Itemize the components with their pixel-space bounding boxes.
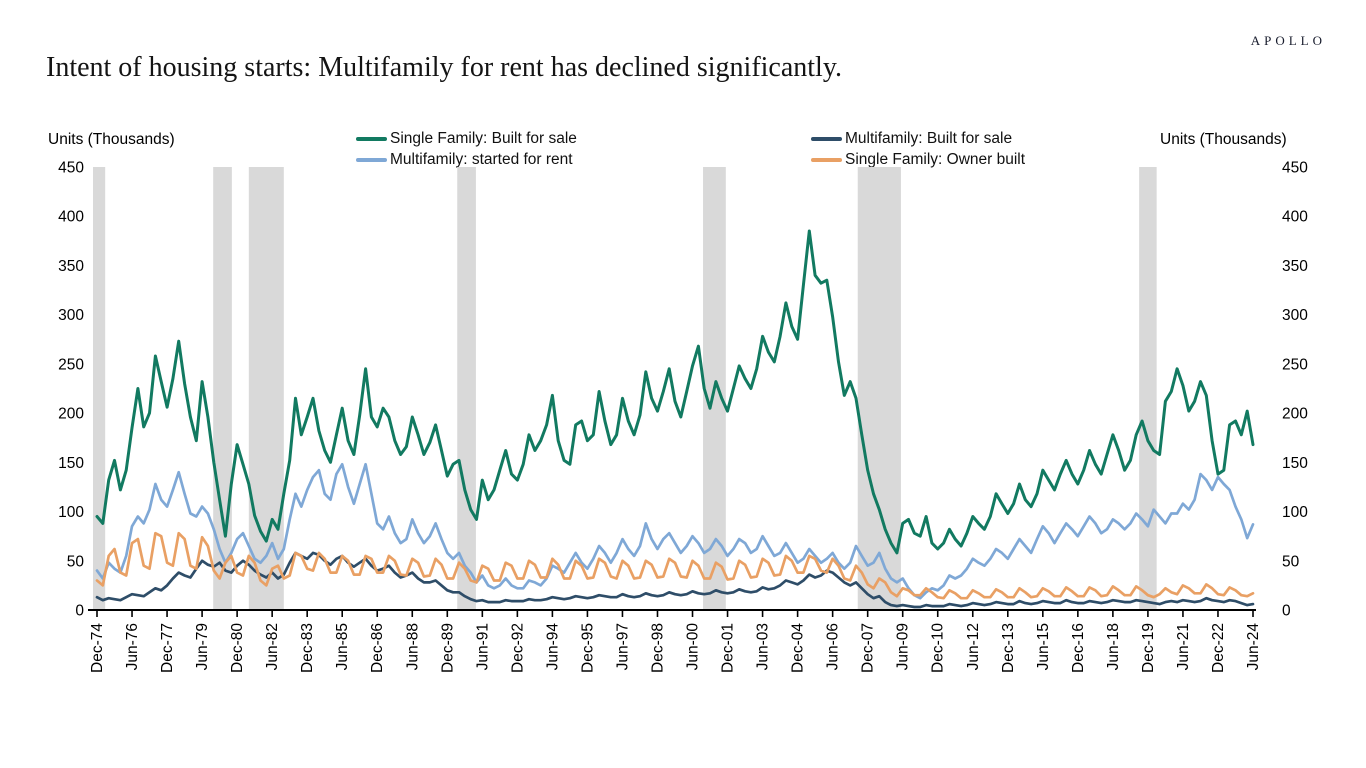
x-tick-label: Dec-01 [720,623,737,673]
x-tick-label: Dec-86 [369,623,386,673]
y-tick-label-right: 0 [1282,603,1291,620]
x-tick-label: Dec-16 [1070,623,1087,673]
legend-item-multifamily-started-for-rent: Multifamily: started for rent [356,151,573,169]
y-tick-label-left: 200 [58,406,84,423]
x-tick-label: Dec-13 [1000,623,1017,673]
x-tick-label: Dec-74 [89,623,106,673]
x-tick-label: Dec-89 [439,623,456,673]
x-tick-label: Dec-80 [229,623,246,673]
x-tick-label: Jun-09 [895,623,912,670]
x-tick-label: Jun-00 [685,623,702,671]
y-tick-label-right: 450 [1282,160,1308,177]
x-tick-label: Dec-77 [159,623,176,673]
y-axis-label-right: Units (Thousands) [1160,131,1287,148]
x-tick-label: Dec-19 [1140,623,1157,673]
x-tick-label: Dec-10 [930,623,947,673]
x-tick-label: Jun-03 [755,623,772,670]
legend-swatch-navy [811,137,842,141]
x-tick-label: Dec-98 [649,623,666,673]
recession-band [457,167,476,610]
y-tick-label-right: 300 [1282,307,1308,324]
recession-band [1139,167,1157,610]
x-tick-label: Jun-18 [1105,623,1122,670]
y-tick-label-right: 150 [1282,455,1308,472]
x-tick-label: Jun-76 [124,623,141,670]
x-tick-label: Jun-88 [404,623,421,670]
y-tick-label-left: 250 [58,356,84,373]
x-tick-label: Dec-95 [579,623,596,673]
x-tick-label: Dec-07 [860,623,877,673]
y-tick-label-left: 150 [58,455,84,472]
y-tick-label-left: 400 [58,209,84,226]
x-tick-label: Jun-15 [1035,623,1052,670]
x-tick-label: Jun-94 [544,623,561,671]
x-tick-label: Jun-97 [614,623,631,670]
recession-band [213,167,232,610]
x-axis-labels: Dec-74 Jun-76 Dec-77 Jun-79 Dec-80 Jun-82 Dec-… [89,623,1262,673]
y-tick-label-right: 200 [1282,406,1308,423]
y-tick-label-right: 250 [1282,356,1308,373]
y-tick-label-left: 300 [58,307,84,324]
x-tick-label: Jun-06 [825,623,842,670]
y-tick-label-right: 400 [1282,209,1308,226]
legend-item-multifamily-built-for-sale: Multifamily: Built for sale [811,130,1012,148]
x-tick-label: Jun-21 [1175,623,1192,670]
y-axis-label-left: Units (Thousands) [48,131,175,148]
legend-item-single-family-owner-built: Single Family: Owner built [811,151,1025,169]
recession-bands [93,167,1157,610]
legend-label: Multifamily: Built for sale [845,130,1013,147]
series-line-single-family-owner-built [95,531,1255,600]
series-line-multifamily-built-for-sale [95,551,1255,609]
x-tick-label: Jun-12 [965,623,982,670]
legend-swatch-orange [811,158,842,162]
y-tick-label-right: 50 [1282,553,1300,570]
x-tick-label: Dec-04 [790,623,807,673]
series-line-multifamily-started-for-rent [95,462,1255,600]
x-tick-label: Jun-79 [194,623,211,670]
series-lines [95,229,1255,609]
x-tick-label: Dec-83 [299,623,316,673]
y-tick-label-right: 100 [1282,504,1308,521]
x-axis [88,609,1256,617]
legend-item-single-family-built-for-sale: Single Family: Built for sale [356,130,577,148]
x-tick-label: Dec-92 [509,623,526,673]
y-tick-label-right: 350 [1282,258,1308,275]
legend-label: Multifamily: started for rent [390,151,573,168]
x-tick-label: Jun-85 [334,623,351,670]
y-axis-ticks: 0 0 50 50 100 100 150 150 200 200 250 250 300 300 350 3… [58,160,1308,620]
x-tick-label: Jun-82 [264,623,281,670]
x-tick-label: Jun-24 [1245,623,1262,671]
legend-label: Single Family: Built for sale [390,130,577,147]
page-title: Intent of housing starts: Multifamily fo… [46,52,843,83]
y-tick-label-left: 0 [75,603,84,620]
series-line-single-family-built-for-sale [95,229,1255,555]
y-tick-label-left: 450 [58,160,84,177]
recession-band [93,167,106,610]
legend-swatch-blue [356,158,387,162]
y-tick-label-left: 350 [58,258,84,275]
y-tick-label-left: 100 [58,504,84,521]
legend-label: Single Family: Owner built [845,151,1026,168]
recession-band [857,167,901,610]
y-tick-label-left: 50 [67,553,85,570]
recession-band [248,167,284,610]
apollo-logo: APOLLO [1250,33,1326,48]
legend-swatch-green [356,137,387,141]
x-tick-label: Dec-22 [1210,623,1227,673]
x-tick-label: Jun-91 [474,623,491,670]
